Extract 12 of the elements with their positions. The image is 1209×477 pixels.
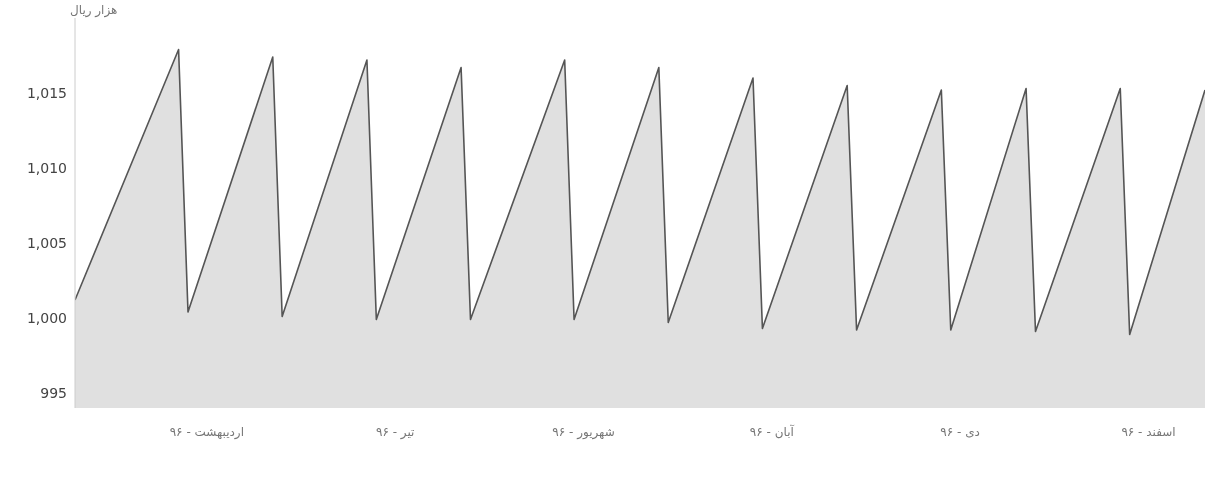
x-tick-label: آبان - ۹۶ xyxy=(749,424,795,439)
y-axis-title: هزار ریال xyxy=(70,3,118,18)
x-tick-label: تیر - ۹۶ xyxy=(375,425,415,440)
y-tick-label: 1,015 xyxy=(26,85,67,101)
x-tick-label: شهریور - ۹۶ xyxy=(552,425,615,440)
y-tick-label: 1,000 xyxy=(26,310,67,326)
y-tick-label: 995 xyxy=(40,385,67,401)
x-tick-label: دی - ۹۶ xyxy=(940,425,980,439)
x-tick-label: اسفند - ۹۶ xyxy=(1121,425,1176,439)
y-tick-label: 1,005 xyxy=(26,235,67,251)
x-tick-label: اردیبهشت - ۹۶ xyxy=(169,425,244,440)
y-tick-label: 1,010 xyxy=(26,160,67,176)
